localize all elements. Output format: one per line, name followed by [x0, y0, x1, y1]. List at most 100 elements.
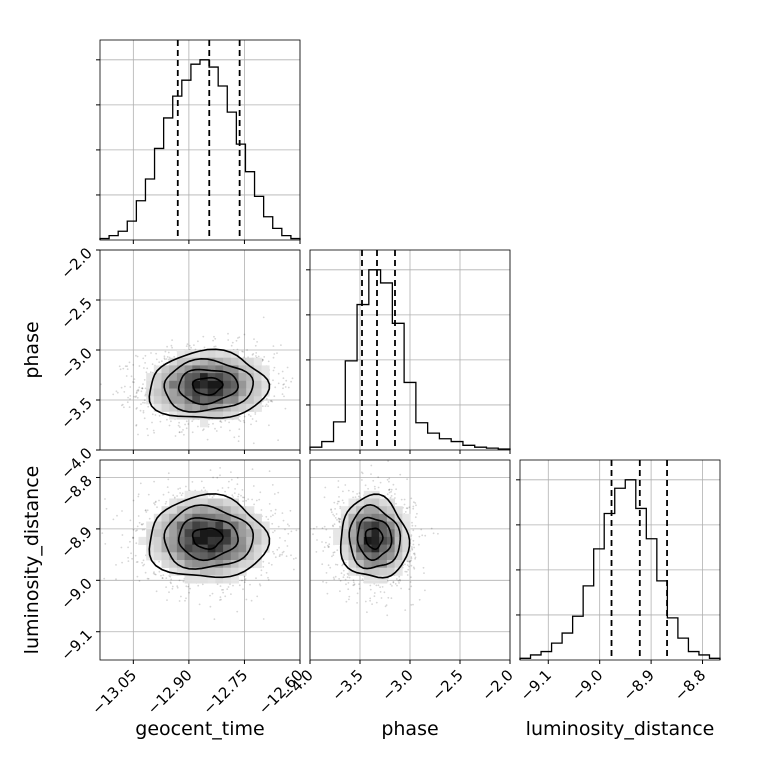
scatter-point [192, 431, 194, 433]
scatter-point [278, 383, 280, 385]
density-bin [154, 529, 162, 537]
scatter-point [407, 569, 409, 571]
scatter-point [171, 339, 173, 341]
scatter-point [231, 345, 233, 347]
density-bin [254, 389, 262, 397]
scatter-point [384, 591, 386, 593]
scatter-point [121, 510, 123, 512]
scatter-point [148, 494, 150, 496]
density-bin [208, 568, 216, 576]
scatter-point [324, 526, 326, 528]
scatter-point [265, 516, 267, 518]
scatter-point [239, 584, 241, 586]
scatter-point [336, 549, 338, 551]
scatter-point [273, 357, 275, 359]
scatter-point [142, 358, 144, 360]
scatter-point [265, 405, 267, 407]
scatter-point [431, 528, 433, 530]
scatter-point [273, 353, 275, 355]
scatter-point [120, 368, 122, 370]
scatter-point [138, 515, 140, 517]
scatter-point [260, 574, 262, 576]
scatter-point [358, 583, 360, 585]
scatter-point [270, 516, 272, 518]
density-bin [162, 560, 170, 568]
scatter-point [365, 601, 367, 603]
scatter-point [337, 564, 339, 566]
scatter-point [168, 492, 170, 494]
scatter-point [347, 573, 349, 575]
scatter-point [172, 586, 174, 588]
scatter-point [390, 497, 392, 499]
scatter-point [255, 577, 257, 579]
scatter-point [359, 492, 361, 494]
density-bin [231, 358, 239, 366]
scatter-point [335, 564, 337, 566]
density-bin [254, 537, 262, 545]
scatter-point [414, 554, 416, 556]
scatter-point [393, 581, 395, 583]
scatter-point [170, 581, 172, 583]
scatter-point [347, 576, 349, 578]
scatter-point [129, 406, 131, 408]
scatter-point [230, 471, 232, 473]
scatter-point [132, 537, 134, 539]
scatter-point [179, 580, 181, 582]
scatter-point [113, 519, 115, 521]
scatter-point [282, 387, 284, 389]
density-bin [341, 545, 349, 553]
density-bin [200, 529, 208, 537]
scatter-point [421, 534, 423, 536]
scatter-point [261, 569, 263, 571]
scatter-point [284, 529, 286, 531]
density-bin [185, 412, 193, 420]
scatter-point [172, 588, 174, 590]
scatter-point [190, 347, 192, 349]
scatter-point [227, 333, 229, 335]
scatter-point [122, 534, 124, 536]
scatter-point [153, 432, 155, 434]
scatter-point [104, 543, 106, 545]
scatter-point [336, 519, 338, 521]
scatter-point [243, 420, 245, 422]
scatter-point [244, 416, 246, 418]
density-bin [262, 537, 270, 545]
scatter-point [236, 611, 238, 613]
scatter-point [252, 468, 254, 470]
density-bin [239, 545, 247, 553]
scatter-point [393, 484, 395, 486]
scatter-point [152, 363, 154, 365]
scatter-point [101, 532, 103, 534]
scatter-point [243, 422, 245, 424]
scatter-point [370, 589, 372, 591]
density-bin [154, 552, 162, 560]
scatter-point [212, 423, 214, 425]
scatter-point [250, 424, 252, 426]
scatter-point [339, 590, 341, 592]
scatter-point [251, 499, 253, 501]
density-bin [215, 522, 223, 530]
density-bin [200, 552, 208, 560]
scatter-point [285, 386, 287, 388]
density-bin [162, 514, 170, 522]
scatter-point [258, 356, 260, 358]
scatter-point [424, 590, 426, 592]
density-bin [262, 365, 270, 373]
scatter-point [144, 362, 146, 364]
scatter-point [333, 577, 335, 579]
scatter-point [246, 599, 248, 601]
scatter-point [273, 345, 275, 347]
scatter-point [135, 530, 137, 532]
density-bin [372, 537, 380, 545]
scatter-point [340, 580, 342, 582]
scatter-point [129, 386, 131, 388]
scatter-point [273, 395, 275, 397]
density-bin [200, 412, 208, 420]
density-bin [215, 568, 223, 576]
density-bin [208, 350, 216, 358]
scatter-point [141, 562, 143, 564]
scatter-point [127, 401, 129, 403]
scatter-point [303, 568, 305, 570]
scatter-point [267, 577, 269, 579]
scatter-point [293, 558, 295, 560]
